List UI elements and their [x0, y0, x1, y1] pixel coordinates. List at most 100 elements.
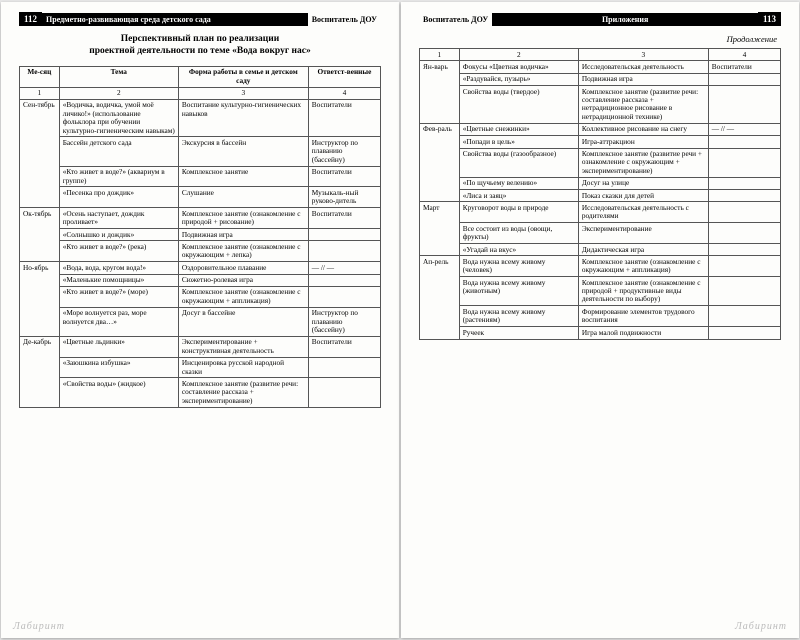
form-cell: Комплексное занятие (ознакомление с окру… [178, 286, 308, 307]
resp-cell: Воспитатели [308, 336, 380, 357]
form-cell: Игра-аттракцион [578, 136, 708, 148]
header-right: Воспитатель ДОУ Приложения 113 [419, 10, 781, 28]
continuation-label: Продолжение [419, 34, 777, 44]
table-row: Ян-варьФокусы «Цветная водичка»Исследова… [420, 61, 781, 73]
plan-table-right: 1 2 3 4 Ян-варьФокусы «Цветная водичка»И… [419, 48, 781, 340]
theme-cell: «Маленькие помощницы» [59, 274, 178, 286]
month-cell: Де-кабрь [20, 336, 60, 407]
resp-cell [308, 274, 380, 286]
theme-cell: «Водичка, водичка, умой моё личико!» (ис… [59, 99, 178, 137]
form-cell: Слушание [178, 187, 308, 208]
table-numrow: 1 2 3 4 [420, 49, 781, 61]
month-cell: Ян-варь [420, 61, 460, 123]
resp-cell: Инструктор по плаванию (бассейну) [308, 307, 380, 336]
resp-cell [708, 190, 780, 202]
form-cell: Комплексное занятие (ознакомление с прир… [178, 208, 308, 229]
watermark: Лабиринт [735, 621, 787, 632]
resp-cell [708, 256, 780, 277]
watermark: Лабиринт [13, 621, 65, 632]
table-row: «По щучьему велению»Досуг на улице [420, 177, 781, 189]
theme-cell: Свойства воды (газообразное) [459, 148, 578, 177]
table-row: Де-кабрь«Цветные льдинки»Экспериментиров… [20, 336, 381, 357]
form-cell: Экскурсия в бассейн [178, 137, 308, 166]
table-row: Бассейн детского садаЭкскурсия в бассейн… [20, 137, 381, 166]
theme-cell: Все состоит из воды (овощи, фрукты) [459, 223, 578, 244]
table-row: РучеекИгра малой подвижности [420, 327, 781, 339]
resp-cell [708, 223, 780, 244]
resp-cell [308, 286, 380, 307]
page-right: Воспитатель ДОУ Приложения 113 Продолжен… [401, 2, 799, 638]
table-row: Свойства воды (твердое)Комплексное занят… [420, 86, 781, 124]
form-cell: Дидактическая игра [578, 244, 708, 256]
table-title: Перспективный план по реализации проектн… [19, 34, 381, 58]
table-row: Вода нужна всему живому (растениям)Форми… [420, 306, 781, 327]
form-cell: Коллективное рисование на снегу [578, 123, 708, 135]
form-cell: Комплексное занятие [178, 166, 308, 187]
theme-cell: Вода нужна всему живому (человек) [459, 256, 578, 277]
resp-cell [308, 229, 380, 241]
theme-cell: «Свойства воды» (жидкое) [59, 378, 178, 407]
theme-cell: «Кто живет в воде?» (аквариум в группе) [59, 166, 178, 187]
theme-cell: Фокусы «Цветная водичка» [459, 61, 578, 73]
theme-cell: «Заюшкина избушка» [59, 357, 178, 378]
form-cell: Воспитание культурно-гигиенических навык… [178, 99, 308, 137]
resp-cell: — // — [708, 123, 780, 135]
form-cell: Экспериментирование + конструктивная дея… [178, 336, 308, 357]
theme-cell: «Кто живет в воде?» (море) [59, 286, 178, 307]
table-row: Ап-рельВода нужна всему живому (человек)… [420, 256, 781, 277]
resp-cell [708, 327, 780, 339]
theme-cell: «Осень наступает, дождик проливает» [59, 208, 178, 229]
form-cell: Экспериментирование [578, 223, 708, 244]
resp-cell: — // — [308, 262, 380, 274]
month-cell: Фев-раль [420, 123, 460, 202]
table-row: «Заюшкина избушка»Инсценировка русской н… [20, 357, 381, 378]
resp-cell [708, 306, 780, 327]
theme-cell: Вода нужна всему живому (животным) [459, 277, 578, 306]
table-row: Но-ябрь«Вода, вода, кругом вода!»Оздоров… [20, 262, 381, 274]
resp-cell: Воспитатели [308, 99, 380, 137]
table-row: Все состоит из воды (овощи, фрукты)Экспе… [420, 223, 781, 244]
table-row: Сен-тябрь«Водичка, водичка, умой моё лич… [20, 99, 381, 137]
month-cell: Но-ябрь [20, 262, 60, 337]
page-number: 112 [19, 12, 42, 26]
theme-cell: Свойства воды (твердое) [459, 86, 578, 124]
resp-cell [708, 177, 780, 189]
resp-cell: Инструктор по плаванию (бассейну) [308, 137, 380, 166]
form-cell: Показ сказки для детей [578, 190, 708, 202]
form-cell: Инсценировка русской народной сказки [178, 357, 308, 378]
resp-cell: Воспитатели [708, 61, 780, 73]
table-head: Ме-сяц Тема Форма работы в семье и детск… [20, 66, 381, 87]
page-number: 113 [758, 12, 781, 26]
resp-cell [708, 136, 780, 148]
plan-table-left: Ме-сяц Тема Форма работы в семье и детск… [19, 66, 381, 408]
header-left: 112 Предметно-развивающая среда детского… [19, 10, 381, 28]
theme-cell: «Раздувайся, пузырь» [459, 73, 578, 85]
table-row: «Кто живет в воде?» (река)Комплексное за… [20, 241, 381, 262]
form-cell: Исследовательская деятельность [578, 61, 708, 73]
month-cell: Сен-тябрь [20, 99, 60, 207]
table-row: «Маленькие помощницы»Сюжетно-ролевая игр… [20, 274, 381, 286]
month-cell: Ок-тябрь [20, 208, 60, 262]
resp-cell [708, 86, 780, 124]
page-left: 112 Предметно-развивающая среда детского… [1, 2, 399, 638]
table-row: «Угадай на вкус»Дидактическая игра [420, 244, 781, 256]
table-row: Вода нужна всему живому (животным)Компле… [420, 277, 781, 306]
form-cell: Досуг на улице [578, 177, 708, 189]
table-row: Фев-раль«Цветные снежинки»Коллективное р… [420, 123, 781, 135]
table-row: «Свойства воды» (жидкое)Комплексное заня… [20, 378, 381, 407]
theme-cell: Бассейн детского сада [59, 137, 178, 166]
table-row: Ок-тябрь«Осень наступает, дождик пролива… [20, 208, 381, 229]
resp-cell: Воспитатели [308, 166, 380, 187]
col-month: Ме-сяц [20, 66, 60, 87]
theme-cell: «Попади в цель» [459, 136, 578, 148]
month-cell: Март [420, 202, 460, 256]
theme-cell: Круговорот воды в природе [459, 202, 578, 223]
form-cell: Подвижная игра [178, 229, 308, 241]
form-cell: Формирование элементов трудового воспита… [578, 306, 708, 327]
theme-cell: «Цветные снежинки» [459, 123, 578, 135]
table-row: «Кто живет в воде?» (аквариум в группе)К… [20, 166, 381, 187]
section-title: Приложения [492, 13, 758, 26]
table-row: Свойства воды (газообразное)Комплексное … [420, 148, 781, 177]
title-line1: Перспективный план по реализации [19, 34, 381, 46]
resp-cell [708, 277, 780, 306]
